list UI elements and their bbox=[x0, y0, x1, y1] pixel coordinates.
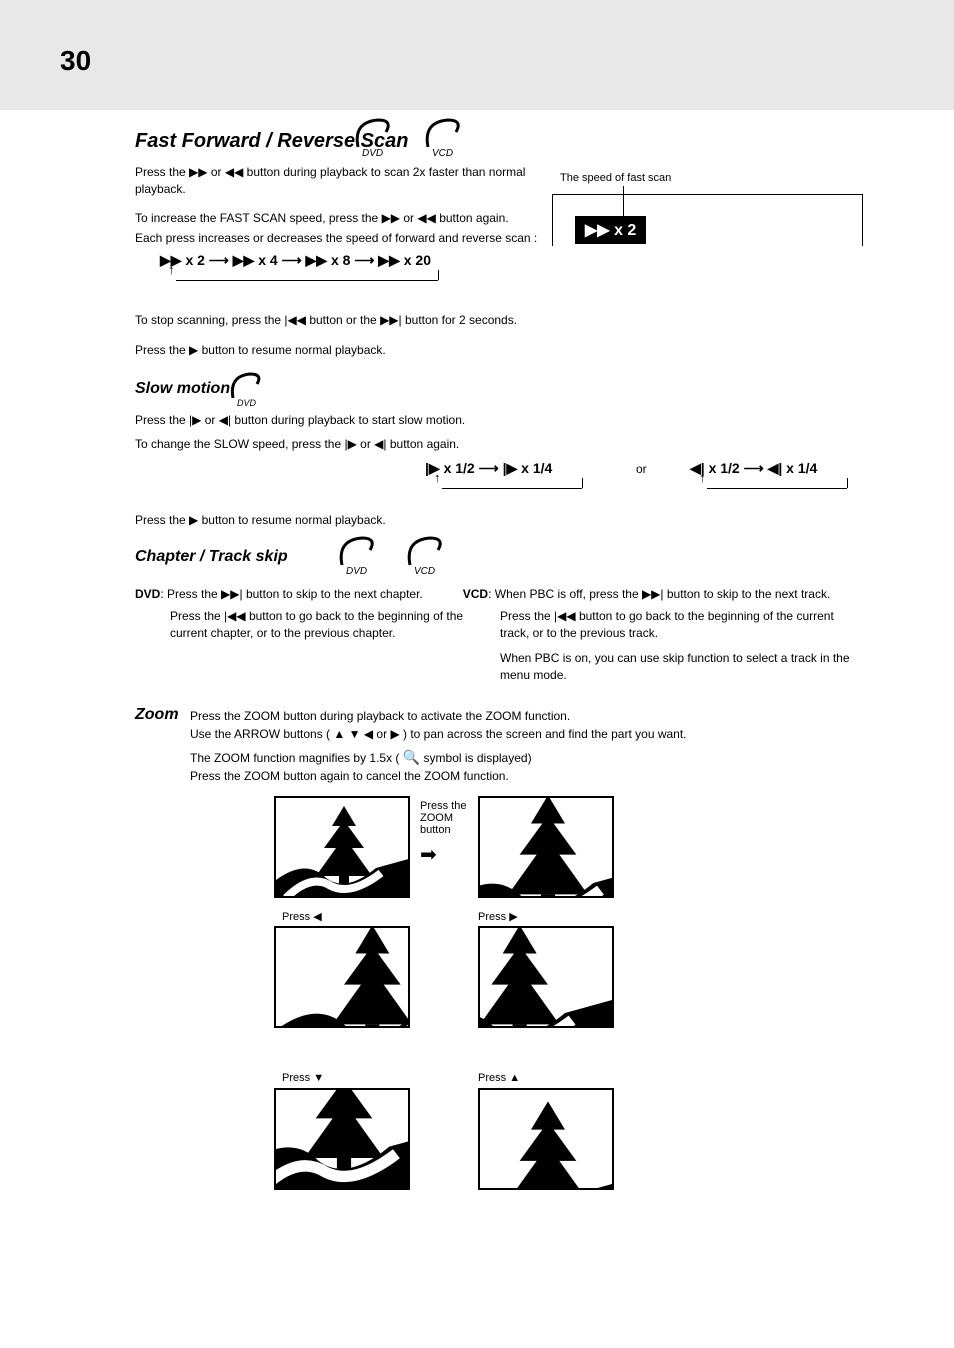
step-rev-icon: ◀| bbox=[219, 413, 231, 427]
fast-forward-icon: ▶▶ bbox=[382, 211, 400, 225]
slow-chain-rev: ◀| x 1/2 ⟶ ◀| x 1/4 bbox=[690, 460, 817, 477]
arrow-left-icon: ◀ bbox=[364, 727, 373, 741]
arrow-up-icon: ▲ bbox=[509, 1072, 520, 1084]
zoom-img-up bbox=[478, 1088, 614, 1190]
page-number: 30 bbox=[60, 45, 91, 77]
play-icon: ▶ bbox=[189, 513, 198, 527]
arrow-right-icon: ▶ bbox=[509, 911, 517, 923]
fast-reverse-icon: ◀◀ bbox=[417, 211, 435, 225]
skip-prev-icon: |◀◀ bbox=[224, 609, 246, 623]
skip-next-icon: ▶▶| bbox=[642, 587, 664, 601]
vcd-icon: VCD bbox=[400, 530, 470, 576]
dvd-icon: DVD bbox=[332, 530, 402, 576]
magnifier-icon: 🔍 bbox=[403, 749, 420, 765]
section-title-slow-motion: Slow motion bbox=[135, 380, 230, 398]
arrow-left-icon: ◀ bbox=[313, 911, 321, 923]
zoom-img-right bbox=[478, 926, 614, 1028]
step-fwd-icon: |▶ bbox=[344, 437, 356, 451]
speed-indicator-label: The speed of fast scan bbox=[560, 172, 671, 184]
zoom-press-left-label: Press ◀ bbox=[282, 910, 322, 923]
section-title-zoom: Zoom bbox=[135, 706, 179, 724]
svg-text:VCD: VCD bbox=[414, 566, 435, 576]
step-rev-icon: ◀| bbox=[374, 437, 386, 451]
skip-prev-icon: |◀◀ bbox=[284, 313, 306, 327]
ff-normal: Press the ▶ button to resume normal play… bbox=[135, 342, 386, 359]
zoom-press-up-label: Press ▲ bbox=[478, 1072, 520, 1084]
loop-arrow-icon: ↑ bbox=[699, 470, 706, 485]
arrow-right-big-icon: ➡ bbox=[420, 842, 437, 867]
slow-chain-fwd: |▶ x 1/2 ⟶ |▶ x 1/4 bbox=[425, 460, 552, 477]
svg-text:VCD: VCD bbox=[432, 148, 453, 158]
loop-arrow-icon: ↑ bbox=[168, 262, 175, 277]
vcd-icon: VCD bbox=[418, 112, 488, 158]
header-bar bbox=[0, 0, 954, 110]
slow-normal: Press the ▶ button to resume normal play… bbox=[135, 512, 386, 529]
dvd-icon: DVD bbox=[348, 112, 418, 158]
ff-para2: To increase the FAST SCAN speed, press t… bbox=[135, 210, 555, 227]
zoom-pan: Use the ARROW buttons ( ▲ ▼ ◀ or ▶ ) to … bbox=[190, 726, 860, 743]
skip-vcd2: Press the |◀◀ button to go back to the b… bbox=[500, 608, 840, 642]
ff-para3: Each press increases or decreases the sp… bbox=[135, 230, 537, 247]
play-icon: ▶ bbox=[189, 343, 198, 357]
skip-vcd-note: When PBC is on, you can use skip functio… bbox=[500, 650, 860, 684]
svg-text:DVD: DVD bbox=[362, 148, 383, 158]
skip-prev-icon: |◀◀ bbox=[554, 609, 576, 623]
dvd-icon: DVD bbox=[225, 368, 285, 408]
fast-forward-icon: ▶▶ bbox=[189, 165, 207, 179]
svg-text:DVD: DVD bbox=[237, 398, 257, 408]
zoom-mag: The ZOOM function magnifies by 1.5x ( 🔍 … bbox=[190, 748, 860, 768]
skip-dvd1: DVD: Press the ▶▶| button to skip to the… bbox=[135, 586, 865, 603]
section-title-skip: Chapter / Track skip bbox=[135, 548, 288, 566]
zoom-press-down-label: Press ▼ bbox=[282, 1072, 324, 1084]
skip-next-icon: ▶▶| bbox=[221, 587, 243, 601]
speed-indicator: ▶▶ x 2 bbox=[575, 216, 646, 244]
arrow-down-icon: ▼ bbox=[349, 727, 361, 741]
step-fwd-icon: |▶ bbox=[189, 413, 201, 427]
slow-para2: To change the SLOW speed, press the |▶ o… bbox=[135, 436, 555, 453]
zoom-img-left bbox=[274, 926, 410, 1028]
zoom-img-original bbox=[274, 796, 410, 898]
ff-para1: Press the ▶▶ or ◀◀ button during playbac… bbox=[135, 164, 555, 198]
skip-next-icon: ▶▶| bbox=[380, 313, 402, 327]
zoom-press-label: Press the ZOOM button bbox=[420, 800, 470, 836]
zoom-intro: Press the ZOOM button during playback to… bbox=[190, 708, 860, 725]
arrow-up-icon: ▲ bbox=[333, 727, 345, 741]
zoom-press-right-label: Press ▶ bbox=[478, 910, 518, 923]
ff-resume: To stop scanning, press the |◀◀ button o… bbox=[135, 312, 517, 329]
zoom-img-zoomed bbox=[478, 796, 614, 898]
arrow-down-icon: ▼ bbox=[313, 1072, 324, 1084]
loop-arrow-icon: ↑ bbox=[434, 470, 441, 485]
svg-text:DVD: DVD bbox=[346, 566, 367, 576]
slow-para1: Press the |▶ or ◀| button during playbac… bbox=[135, 412, 555, 429]
skip-dvd2: Press the |◀◀ button to go back to the b… bbox=[170, 608, 470, 642]
slow-or: or bbox=[636, 461, 647, 478]
zoom-img-down bbox=[274, 1088, 410, 1190]
speed-chain: ▶▶ x 2 ⟶ ▶▶ x 4 ⟶ ▶▶ x 8 ⟶ ▶▶ x 20 bbox=[160, 252, 431, 269]
zoom-cancel: Press the ZOOM button again to cancel th… bbox=[190, 768, 860, 785]
fast-reverse-icon: ◀◀ bbox=[225, 165, 243, 179]
arrow-right-icon: ▶ bbox=[390, 727, 399, 741]
